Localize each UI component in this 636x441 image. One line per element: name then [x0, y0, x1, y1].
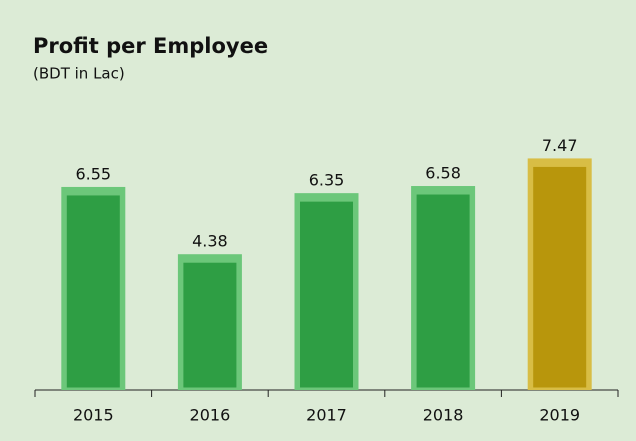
x-tick-label: 2015 [73, 406, 114, 425]
value-label: 7.47 [542, 136, 578, 155]
bar-bevel [65, 194, 121, 389]
chart-title: Profit per Employee [33, 34, 268, 58]
bar-bevel [415, 193, 471, 389]
value-label: 6.55 [75, 164, 111, 183]
bar-bevel [299, 200, 354, 389]
x-tick-label: 2017 [306, 406, 347, 425]
x-tick-label: 2018 [423, 406, 464, 425]
value-label: 4.38 [192, 232, 228, 251]
value-label: 6.58 [425, 164, 461, 183]
bar-bevel [182, 261, 238, 389]
x-tick-label: 2019 [539, 406, 580, 425]
bar-bevel [532, 165, 588, 389]
x-tick-label: 2016 [190, 406, 231, 425]
chart-subtitle: (BDT in Lac) [33, 65, 125, 83]
value-label: 6.35 [309, 171, 345, 190]
